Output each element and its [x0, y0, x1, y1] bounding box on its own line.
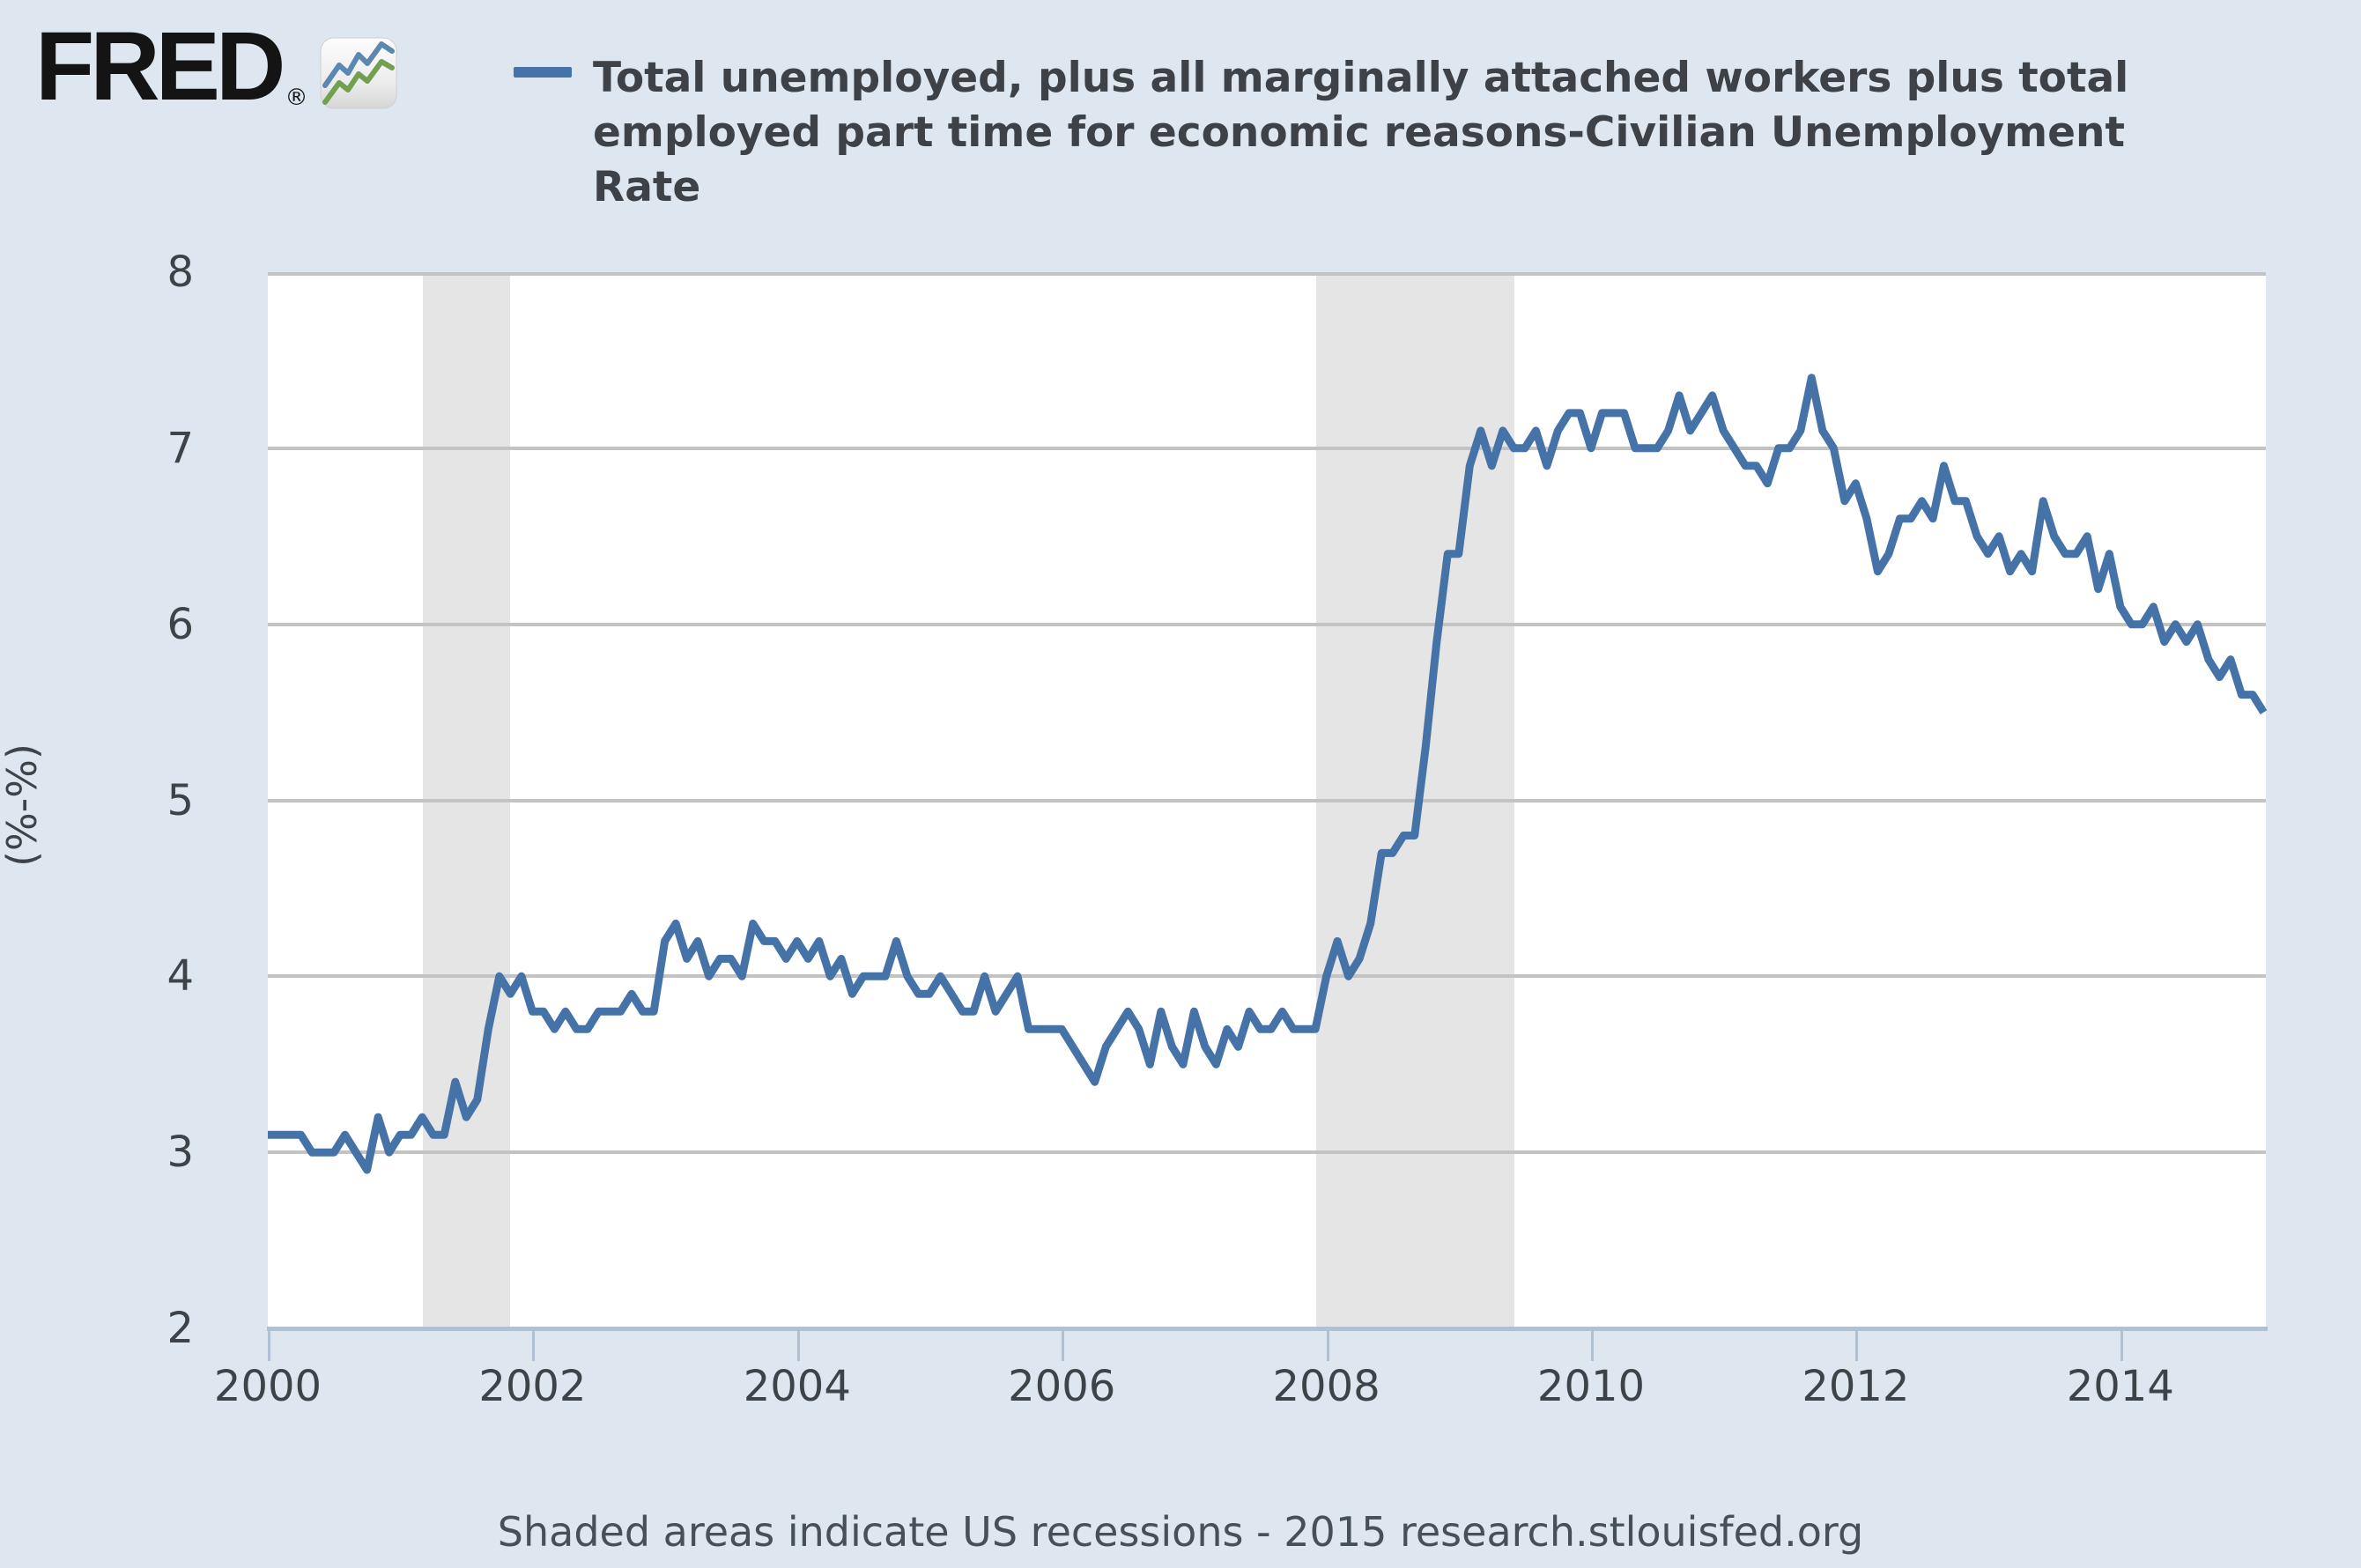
x-tick-2014	[2120, 1331, 2123, 1361]
y-axis-label-2: 2	[167, 1304, 194, 1353]
x-axis-label-2008: 2008	[1272, 1362, 1380, 1411]
x-tick-2002	[532, 1331, 536, 1361]
x-axis-label-2010: 2010	[1536, 1362, 1646, 1411]
x-tick-2008	[1326, 1331, 1329, 1361]
series-title-line-2: employed part time for economic reasons-…	[593, 108, 2125, 157]
gridline-y-7	[268, 446, 2266, 450]
y-axis-label-6: 6	[167, 599, 194, 649]
series-title-line-1: Total unemployed, plus all marginally at…	[593, 54, 2129, 102]
y-axis-label-3: 3	[167, 1128, 194, 1178]
x-axis-label-2014: 2014	[2066, 1362, 2174, 1411]
legend-line-swatch	[514, 67, 572, 78]
x-axis-label-2002: 2002	[478, 1362, 587, 1411]
fred-logo: FRED ®	[35, 12, 397, 121]
gridline-y-4	[268, 974, 2266, 979]
data-line	[268, 374, 2268, 1174]
chart-legend: Total unemployed, plus all marginally at…	[514, 51, 2128, 215]
x-tick-2004	[796, 1331, 800, 1361]
y-axis-title: (%-%)	[0, 743, 46, 867]
x-tick-2012	[1855, 1331, 1859, 1361]
x-axis-label-2012: 2012	[1802, 1362, 1910, 1411]
y-axis-label-5: 5	[167, 775, 194, 825]
x-tick-2006	[1062, 1331, 1065, 1361]
x-axis-label-2004: 2004	[743, 1362, 851, 1411]
y-axis-label-7: 7	[167, 423, 194, 473]
gridline-y-6	[268, 622, 2266, 626]
gridline-y-5	[268, 798, 2266, 802]
y-axis-label-4: 4	[167, 951, 194, 1002]
series-title-line-3: Rate	[593, 163, 701, 211]
x-axis-label-2006: 2006	[1008, 1362, 1116, 1411]
plot-area	[268, 272, 2268, 1328]
footer-note: Shaded areas indicate US recessions - 20…	[497, 1508, 1864, 1556]
x-axis-line	[267, 1327, 2268, 1331]
y-axis-label-8: 8	[167, 248, 194, 297]
x-tick-2000	[268, 1331, 270, 1361]
x-tick-2010	[1591, 1331, 1594, 1361]
line-chart-icon	[320, 37, 397, 113]
gridline-y-3	[268, 1150, 2266, 1155]
registered-trademark-symbol: ®	[285, 85, 308, 111]
x-axis-label-2000: 2000	[213, 1362, 322, 1411]
fred-logo-text: FRED	[35, 12, 285, 121]
gridline-y-8	[268, 272, 2266, 276]
series-title: Total unemployed, plus all marginally at…	[593, 51, 2128, 215]
